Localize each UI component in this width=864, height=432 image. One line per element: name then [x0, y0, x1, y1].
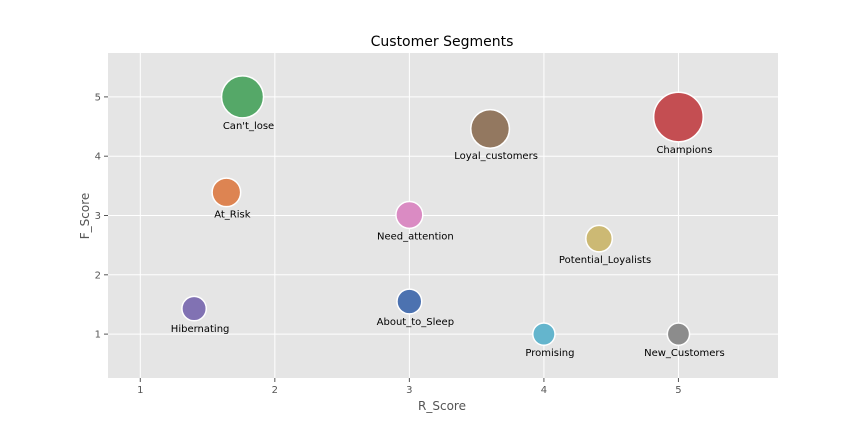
y-tick-label: 1 [95, 330, 101, 341]
label-promising: Promising [525, 348, 574, 359]
label-champions: Champions [656, 145, 712, 156]
point-promising [532, 322, 556, 346]
y-tick-label: 5 [95, 92, 101, 103]
y-axis-label: F_Score [78, 193, 92, 240]
label-potential-loyalists: Potential_Loyalists [559, 255, 651, 266]
label-new-customers: New_Customers [644, 348, 725, 359]
x-tick-label: 1 [137, 385, 143, 396]
label-loyal-customers: Loyal_customers [454, 151, 538, 162]
point-hibernating [181, 295, 208, 322]
x-tick-label: 4 [541, 385, 547, 396]
point-at-risk [211, 177, 242, 208]
x-axis-ticks: 1 2 3 4 5 [137, 378, 682, 396]
y-tick-label: 3 [95, 211, 101, 222]
point-about-to-sleep [396, 288, 423, 315]
label-hibernating: Hibernating [171, 324, 230, 335]
point-can-t-lose [220, 75, 265, 119]
y-tick-label: 4 [95, 152, 101, 163]
point-potential-loyalists [585, 224, 614, 253]
point-labels: Can't_lose Loyal_customers Champions At_Ris… [171, 121, 725, 359]
point-new-customers [666, 322, 691, 346]
point-need-attention [395, 200, 424, 230]
point-loyal-customers [470, 108, 511, 149]
x-tick-label: 2 [272, 385, 278, 396]
label-at-risk: At_Risk [214, 210, 251, 221]
chart-title: Customer Segments [371, 34, 514, 50]
label-about-to-sleep: About_to_Sleep [377, 317, 454, 328]
data-points [181, 75, 704, 346]
x-tick-label: 3 [406, 385, 412, 396]
x-tick-label: 5 [675, 385, 681, 396]
y-axis-ticks: 1 2 3 4 5 [95, 92, 108, 341]
x-axis-label: R_Score [418, 399, 466, 413]
point-champions [652, 91, 704, 143]
label-need-attention: Need_attention [377, 231, 454, 242]
y-tick-label: 2 [95, 270, 101, 281]
label-can-t-lose: Can't_lose [223, 121, 274, 132]
